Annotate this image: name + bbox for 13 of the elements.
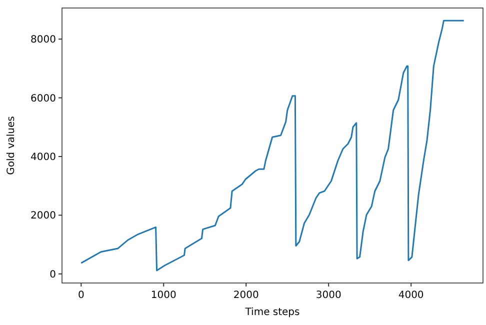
x-tick-label: 0	[78, 290, 84, 301]
y-axis-title: Gold values	[6, 116, 17, 175]
x-tick-label: 1000	[150, 290, 176, 301]
y-tick-label: 2000	[30, 210, 56, 222]
x-tick-label: 3000	[316, 290, 342, 301]
y-tick-label: 0	[50, 269, 56, 280]
x-axis-title: Time steps	[244, 307, 300, 318]
y-tick-label: 4000	[30, 152, 56, 164]
x-tick-label: 4000	[398, 290, 424, 301]
line-series	[80, 20, 465, 272]
y-tick-label: 8000	[30, 34, 56, 46]
y-tick-label: 6000	[30, 93, 56, 104]
x-tick-label: 2000	[233, 290, 259, 301]
